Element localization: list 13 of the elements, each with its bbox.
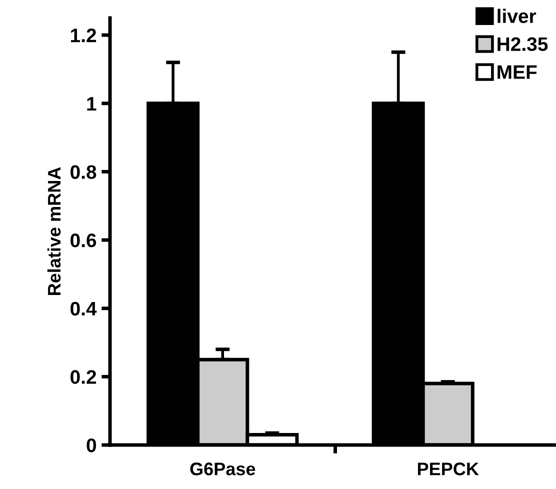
y-tick-label: 1 (87, 97, 96, 110)
x-tick-label: G6Pase (190, 462, 256, 476)
y-tick-label: 0 (86, 438, 96, 452)
y-tick-label: 0.2 (70, 370, 96, 384)
legend-label: MEF (498, 65, 537, 79)
y-tick-label: 0.4 (70, 302, 97, 316)
x-tick-label: PEPCK (418, 462, 479, 476)
y-tick-label: 0.8 (70, 165, 96, 179)
legend-label: H2.35 (498, 37, 548, 52)
y-tick-label: 1.2 (71, 28, 96, 42)
y-axis-title: Relative mRNA (47, 167, 61, 296)
legend-label: liver (498, 8, 536, 24)
y-tick-label: 0.6 (70, 234, 96, 248)
